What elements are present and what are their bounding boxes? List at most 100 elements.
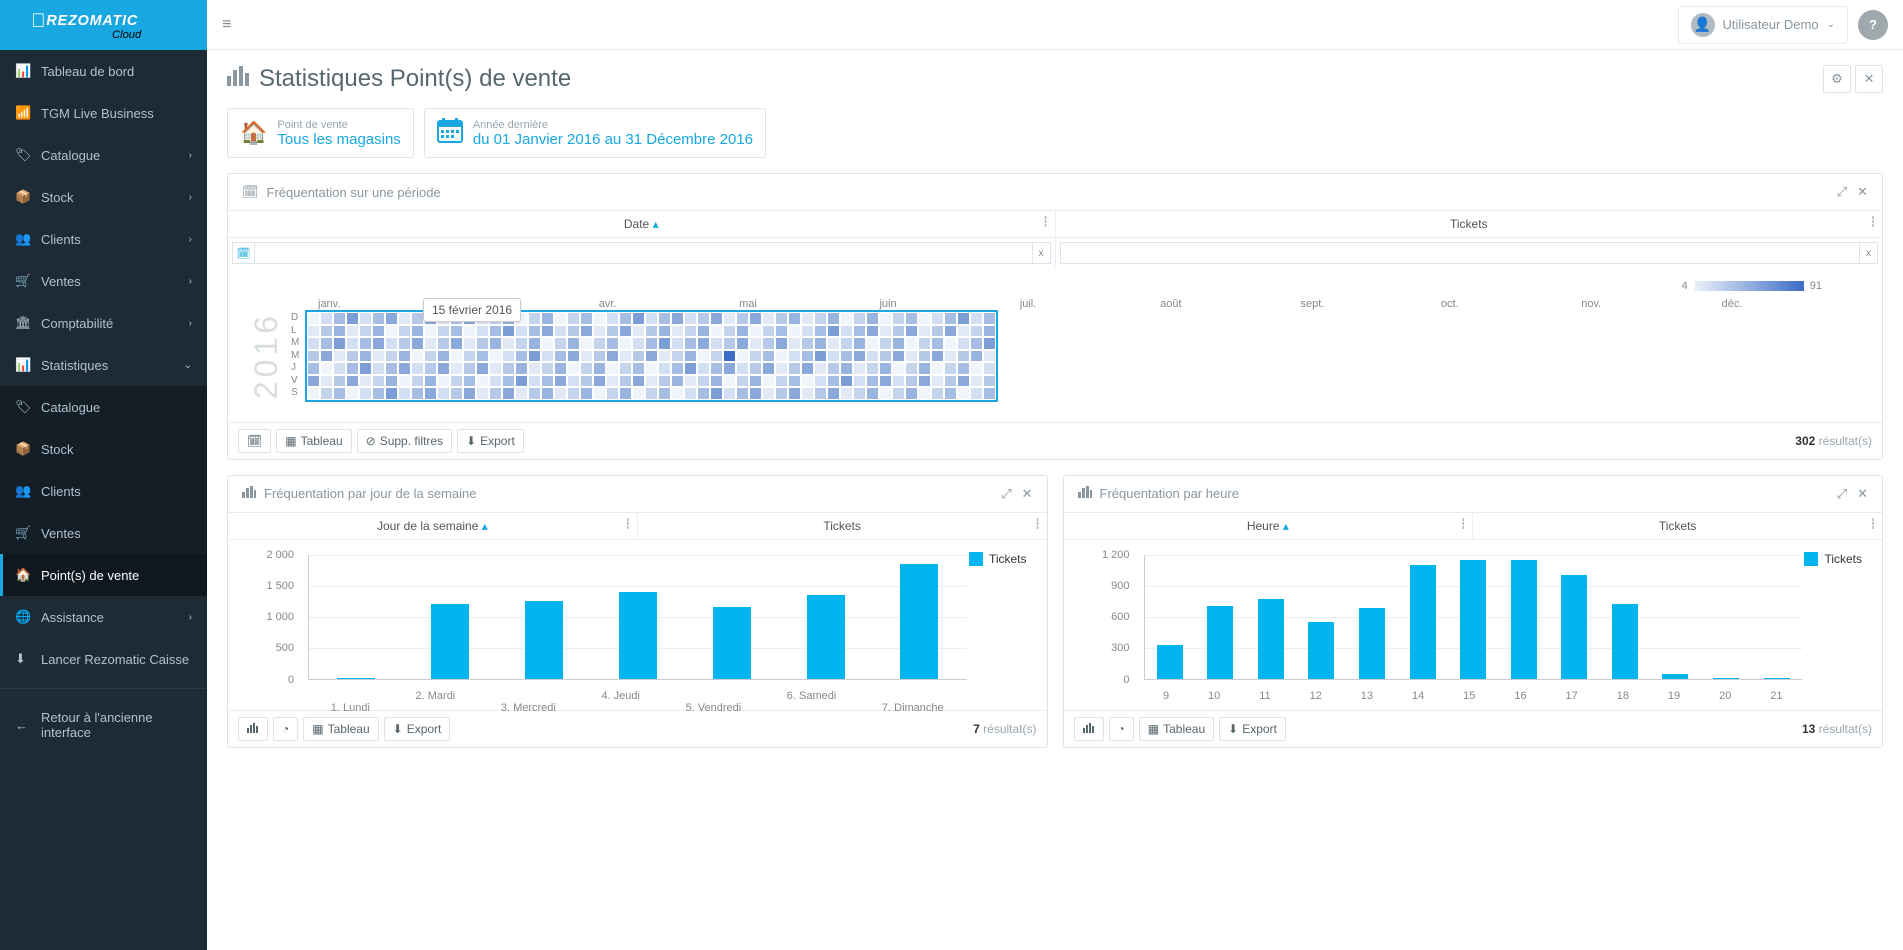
tableau-button[interactable]: ▦ Tableau	[276, 429, 351, 453]
panel-title: Fréquentation par heure	[1100, 486, 1239, 501]
download-icon: ⬇	[466, 434, 476, 448]
close-icon[interactable]: ✕	[1857, 486, 1868, 502]
table-icon: ▦	[312, 722, 323, 736]
clear-icon[interactable]: x	[1860, 242, 1878, 264]
sidebar-item-clients[interactable]: 👥Clients	[0, 470, 207, 512]
sidebar-item-catalogue[interactable]: 🏷 Catalogue	[0, 386, 207, 428]
download-icon: ⬇	[1228, 722, 1238, 736]
close-icon[interactable]: ✕	[1022, 486, 1033, 502]
tickets-filter-input[interactable]	[1060, 242, 1861, 264]
chevron-down-icon: ⌄	[184, 360, 192, 371]
sidebar-item-comptabilit-[interactable]: 🏛Comptabilité›	[0, 302, 207, 344]
sidebar-item-ventes[interactable]: 🛒Ventes	[0, 512, 207, 554]
sidebar-back-link[interactable]: ← Retour à l'ancienne interface	[0, 697, 207, 753]
bar-chart-icon	[1083, 722, 1095, 736]
bar	[431, 604, 469, 678]
bar	[807, 595, 845, 679]
calendar-icon	[437, 117, 463, 149]
panel-title: Fréquentation sur une période	[267, 185, 441, 200]
calendar-icon: 🗓	[242, 184, 259, 200]
sidebar-item-label: Assistance	[41, 610, 104, 625]
sidebar-item-assistance[interactable]: 🌐Assistance›	[0, 596, 207, 638]
panel-heatmap: 🗓 Fréquentation sur une période ⤢ ✕ Date…	[227, 173, 1883, 460]
bar	[1460, 560, 1486, 679]
grip-icon[interactable]: ┇	[625, 519, 631, 530]
page-title: Statistiques Point(s) de vente	[227, 65, 571, 93]
topbar: ≡ 👤 Utilisateur Demo ⌄ ?	[207, 0, 1903, 50]
gear-icon: ⚙	[1831, 71, 1843, 87]
filter-period[interactable]: Année dernière du 01 Janvier 2016 au 31 …	[424, 108, 766, 158]
grip-icon[interactable]: ┇	[1460, 519, 1466, 530]
close-button[interactable]: ✕	[1855, 65, 1883, 93]
filter-period-big: du 01 Janvier 2016 au 31 Décembre 2016	[473, 131, 753, 148]
result-count: 302 résultat(s)	[1795, 434, 1872, 448]
bar-chart-icon	[227, 66, 249, 92]
filter-pos[interactable]: 🏠 Point de vente Tous les magasins	[227, 108, 414, 158]
grip-icon[interactable]: ┇	[1870, 217, 1876, 228]
bar	[1157, 645, 1183, 678]
grip-icon[interactable]: ┇	[1034, 519, 1040, 530]
grip-icon[interactable]: ┇	[1870, 519, 1876, 530]
col-tickets[interactable]: Tickets┇	[638, 513, 1047, 539]
calendar-view-button[interactable]: 🗓	[238, 429, 271, 453]
home-icon: 🏠	[240, 120, 267, 146]
settings-button[interactable]: ⚙	[1823, 65, 1851, 93]
sidebar-item-tableau-de-bord[interactable]: 📊Tableau de bord	[0, 50, 207, 92]
col-weekday[interactable]: Jour de la semaine ▴┇	[228, 513, 638, 539]
sidebar-item-label: Stock	[41, 442, 74, 457]
tableau-button[interactable]: ▦ Tableau	[1139, 717, 1214, 741]
svg-text:REZOMATIC: REZOMATIC	[46, 13, 138, 29]
export-button[interactable]: ⬇ Export	[1219, 717, 1286, 741]
chart-view-button[interactable]	[1074, 717, 1104, 741]
dashboard-icon: 📊	[15, 63, 31, 79]
sidebar-item-lancer-rezomatic-caisse[interactable]: ⬇Lancer Rezomatic Caisse	[0, 638, 207, 680]
sidebar-item-label: Stock	[41, 190, 74, 205]
menu-toggle-icon[interactable]: ≡	[222, 16, 231, 34]
x-tick: 10	[1208, 690, 1220, 702]
col-tickets[interactable]: Tickets┇	[1473, 513, 1882, 539]
date-filter-input[interactable]	[254, 242, 1033, 264]
close-icon: ✕	[1864, 71, 1875, 87]
sidebar-item-clients[interactable]: 👥Clients›	[0, 218, 207, 260]
tableau-button[interactable]: ▦ Tableau	[303, 717, 378, 741]
help-button[interactable]: ?	[1858, 10, 1888, 40]
x-tick: 1. Lundi	[331, 702, 370, 714]
col-tickets[interactable]: Tickets ┇	[1056, 211, 1883, 237]
col-hour[interactable]: Heure ▴┇	[1064, 513, 1474, 539]
bar	[1359, 608, 1385, 678]
sidebar-item-statistiques[interactable]: 📊Statistiques⌄	[0, 344, 207, 386]
x-tick: 13	[1361, 690, 1373, 702]
legend: Tickets	[1804, 552, 1862, 566]
filter-period-small: Année dernière	[473, 119, 753, 131]
chevron-right-icon: ›	[189, 612, 192, 623]
col-date[interactable]: Date ▴ ┇	[228, 211, 1056, 237]
sidebar-item-label: Catalogue	[41, 400, 100, 415]
sidebar-item-point-s-de-vente[interactable]: 🏠Point(s) de vente	[0, 554, 207, 596]
export-button[interactable]: ⬇ Export	[457, 429, 524, 453]
export-button[interactable]: ⬇ Export	[384, 717, 451, 741]
sidebar-item-stock[interactable]: 📦Stock	[0, 428, 207, 470]
bar	[1410, 565, 1436, 679]
pie-view-button[interactable]: ◔	[273, 717, 298, 741]
bar-chart-icon	[1078, 486, 1092, 501]
user-menu[interactable]: 👤 Utilisateur Demo ⌄	[1678, 6, 1848, 44]
clear-filters-button[interactable]: ⊘ Supp. filtres	[357, 429, 452, 453]
grip-icon[interactable]: ┇	[1042, 217, 1048, 228]
close-icon[interactable]: ✕	[1857, 184, 1868, 200]
clear-icon[interactable]: x	[1033, 242, 1051, 264]
tag-icon: 🏷	[15, 399, 31, 415]
expand-icon[interactable]: ⤢	[1001, 486, 1011, 502]
panel-title: Fréquentation par jour de la semaine	[264, 486, 476, 501]
logo[interactable]: REZOMATIC Cloud	[0, 0, 207, 50]
expand-icon[interactable]: ⤢	[1837, 486, 1847, 502]
sidebar-item-stock[interactable]: 📦Stock›	[0, 176, 207, 218]
sidebar-item-catalogue[interactable]: 🏷Catalogue›	[0, 134, 207, 176]
expand-icon[interactable]: ⤢	[1837, 184, 1847, 200]
day-labels: DLMMJVS	[291, 312, 299, 400]
chart-view-button[interactable]	[238, 717, 268, 741]
pie-view-button[interactable]: ◔	[1109, 717, 1134, 741]
x-tick: 16	[1514, 690, 1526, 702]
sidebar-item-ventes[interactable]: 🛒Ventes›	[0, 260, 207, 302]
sidebar-item-tgm-live-business[interactable]: 📶TGM Live Business	[0, 92, 207, 134]
x-tick: 21	[1770, 690, 1782, 702]
